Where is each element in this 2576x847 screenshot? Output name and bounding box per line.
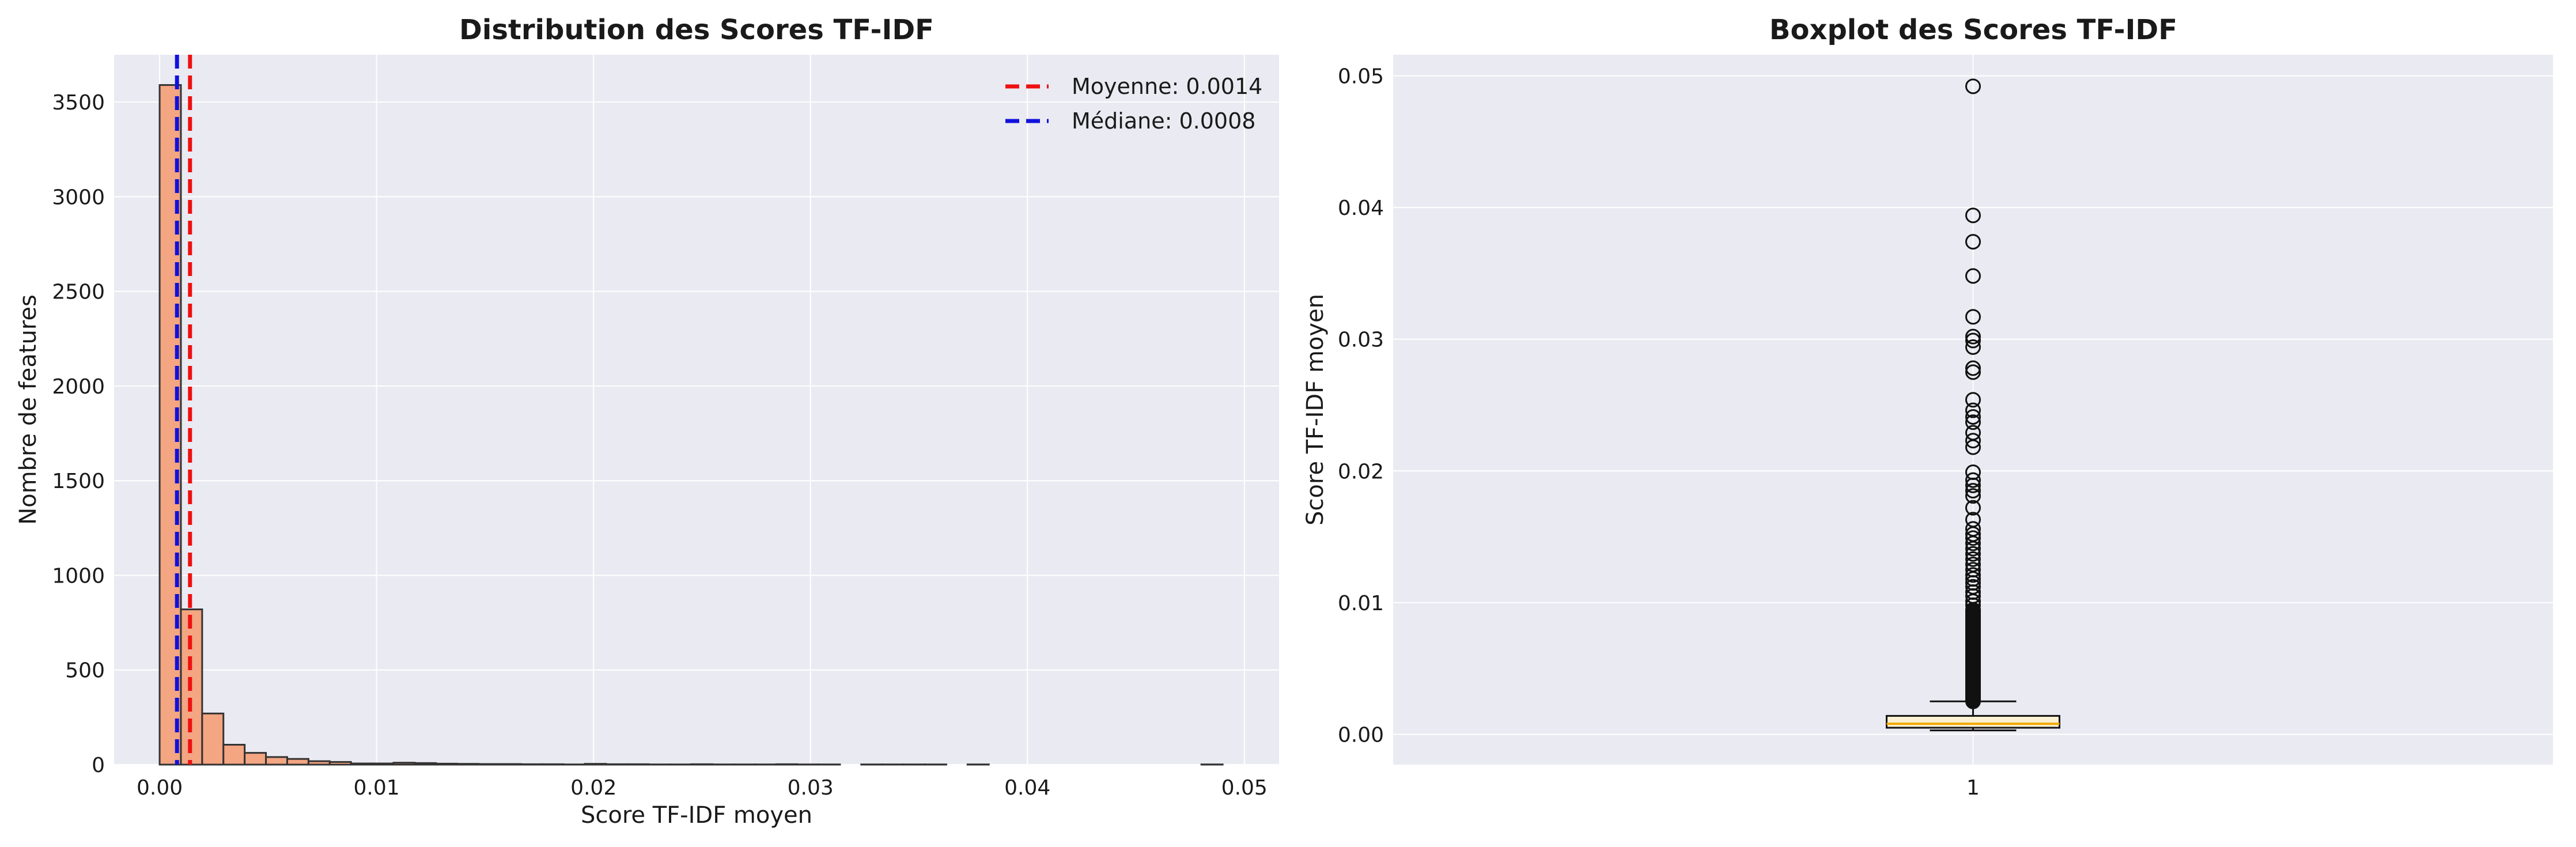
histogram-x-tick-label: 0.00 — [137, 776, 183, 800]
histogram-bar — [414, 762, 437, 766]
histogram-plot-area — [114, 55, 1279, 765]
outlier-point — [1965, 530, 1981, 546]
histogram-x-tick-label: 0.04 — [1004, 776, 1050, 800]
outlier-point — [1965, 268, 1981, 284]
histogram-y-axis-label: Nombre de features — [15, 294, 41, 525]
histogram-bar — [520, 763, 543, 766]
outlier-point — [1965, 557, 1981, 573]
boxplot-y-tick-label: 0.04 — [1338, 196, 1384, 220]
outlier-point — [1965, 364, 1981, 380]
histogram-bar — [201, 712, 225, 766]
outlier-point — [1965, 551, 1981, 567]
histogram-y-tick-label: 3000 — [52, 186, 105, 209]
histogram-y-ticks: 0 500 1000 1500 2000 2500 3000 3500 — [52, 91, 105, 777]
histogram-reference-lines — [175, 55, 192, 765]
histogram-bar — [498, 763, 522, 766]
boxplot-y-tick-label: 0.05 — [1338, 65, 1384, 89]
outlier-point — [1965, 500, 1981, 516]
outlier-point — [1965, 207, 1981, 224]
histogram-y-tick-label: 1000 — [52, 564, 105, 588]
boxplot-y-tick-label: 0.02 — [1338, 460, 1384, 483]
histogram-bar — [605, 763, 629, 766]
outlier-point — [1965, 360, 1981, 376]
histogram-bar — [350, 762, 373, 766]
histogram-x-tick-label: 0.05 — [1221, 776, 1268, 800]
histogram-legend: Moyenne: 0.0014 Médiane: 0.0008 — [1005, 74, 1262, 134]
outlier-point — [1965, 78, 1981, 94]
histogram-x-tick-label: 0.03 — [788, 776, 834, 800]
interquartile-box — [1886, 714, 2060, 729]
boxplot-x-tick-label: 1 — [1966, 776, 1980, 800]
outlier-point — [1965, 234, 1981, 250]
histogram-bar — [478, 763, 501, 766]
histogram-y-tick-label: 500 — [65, 659, 105, 683]
histogram-bar — [690, 763, 713, 766]
boxplot-y-tick-label: 0.03 — [1338, 328, 1384, 352]
outlier-point — [1965, 512, 1981, 528]
legend-median-label: Médiane: 0.0008 — [1072, 108, 1255, 134]
histogram-bar — [328, 761, 352, 766]
outlier-point — [1965, 472, 1981, 488]
outlier-point — [1965, 562, 1981, 578]
boxplot-outliers — [1965, 78, 1981, 709]
histogram-y-tick-label: 0 — [92, 754, 105, 777]
histogram-bar — [286, 758, 309, 766]
outlier-point — [1965, 483, 1981, 499]
outlier-point — [1965, 402, 1981, 418]
outlier-point — [1965, 521, 1981, 537]
histogram-bar — [584, 763, 607, 766]
histogram-y-tick-label: 1500 — [52, 470, 105, 493]
outlier-point — [1965, 392, 1981, 408]
histogram-y-tick-label: 3500 — [52, 91, 105, 115]
histogram-grid — [114, 55, 1279, 765]
legend-mean-label: Moyenne: 0.0014 — [1072, 74, 1262, 99]
outlier-point — [1965, 464, 1981, 481]
boxplot-panel: 1 0.00 0.01 0.02 0.03 0.04 0.05 Boxplot des S… — [1302, 14, 2553, 800]
outlier-point — [1965, 546, 1981, 562]
histogram-bar — [265, 756, 288, 766]
histogram-title: Distribution des Scores TF-IDF — [459, 14, 934, 46]
histogram-bar — [244, 752, 267, 766]
histogram-bar — [158, 84, 182, 766]
histogram-bars — [158, 84, 1224, 766]
outlier-point — [1965, 339, 1981, 355]
boxplot-title: Boxplot des Scores TF-IDF — [1769, 14, 2177, 46]
histogram-x-axis-label: Score TF-IDF moyen — [581, 802, 812, 829]
boxplot-y-tick-label: 0.01 — [1338, 592, 1384, 615]
outlier-point — [1965, 425, 1981, 441]
outlier-point — [1965, 332, 1981, 349]
boxplot-y-axis-label: Score TF-IDF moyen — [1302, 294, 1329, 525]
histogram-bar — [626, 763, 650, 766]
histogram-y-tick-label: 2500 — [52, 281, 105, 304]
boxplot-box — [1886, 700, 2060, 732]
histogram-x-tick-label: 0.01 — [354, 776, 400, 800]
histogram-y-tick-label: 2000 — [52, 375, 105, 399]
histogram-bar — [435, 762, 459, 766]
outlier-point — [1965, 567, 1981, 583]
outlier-point — [1965, 309, 1981, 325]
histogram-bar — [222, 744, 246, 766]
histogram-x-tick-label: 0.02 — [570, 776, 616, 800]
histogram-panel: 0.00 0.01 0.02 0.03 0.04 0.05 0 500 1000 1500 200… — [15, 14, 1279, 829]
outlier-point — [1965, 414, 1981, 430]
outlier-point — [1965, 328, 1981, 345]
boxplot-x-ticks: 1 — [1966, 776, 1980, 800]
histogram-bar — [392, 762, 416, 766]
boxplot-y-tick-label: 0.00 — [1338, 723, 1384, 747]
boxplot-y-ticks: 0.00 0.01 0.02 0.03 0.04 0.05 — [1338, 65, 1384, 747]
histogram-bar — [307, 760, 331, 766]
histogram-bar — [541, 763, 565, 766]
outlier-point — [1965, 578, 1981, 595]
outlier-point — [1965, 488, 1981, 504]
histogram-x-ticks: 0.00 0.01 0.02 0.03 0.04 0.05 — [137, 776, 1268, 800]
histogram-bar — [456, 763, 480, 766]
histogram-bar — [775, 763, 799, 766]
outlier-point — [1965, 409, 1981, 425]
histogram-bar — [371, 762, 395, 766]
outlier-point — [1965, 433, 1981, 449]
